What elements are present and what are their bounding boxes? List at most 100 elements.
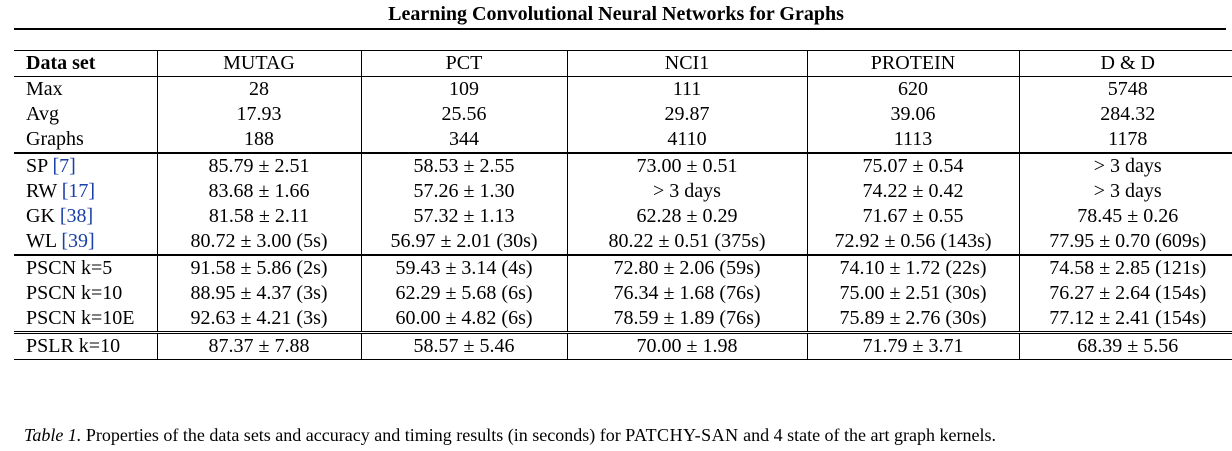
table-cell: 1178 [1018,127,1232,153]
table-cell: 92.63 ± 4.21 (3s) [156,306,361,333]
table-cell: 28 [156,76,361,102]
citation-link[interactable]: [17] [61,180,96,202]
table-cell: 83.68 ± 1.66 [156,179,361,204]
row-label: RW [17] [14,179,157,204]
citation-link[interactable]: [38] [59,205,94,227]
row-label-text: SP [26,155,48,177]
row-label-text: PSLR k=10 [26,335,121,357]
table-cell: 71.79 ± 3.71 [806,331,1019,360]
table-cell: 62.29 ± 5.68 (6s) [360,281,567,306]
table-cell: 620 [806,76,1019,102]
table-cell: 87.37 ± 7.88 [156,331,361,360]
table-cell: 344 [360,127,567,153]
table-row: Graphs 188 344 4110 1113 1178 [14,127,1232,153]
table-cell: 70.00 ± 1.98 [566,331,807,360]
table-cell: 85.79 ± 2.51 [156,152,361,179]
table-cell: 188 [156,127,361,153]
table-row: Avg 17.93 25.56 29.87 39.06 284.32 [14,102,1232,127]
column-header: MUTAG [156,50,361,77]
table-cell: > 3 days [566,179,807,204]
row-label: Max [14,76,157,102]
header-label: Data set [14,50,157,77]
table-row: WL [39] 80.72 ± 3.00 (5s) 56.97 ± 2.01 (30… [14,229,1232,255]
table-cell: > 3 days [1018,179,1232,204]
table-header-row: Data set MUTAG PCT NCI1 PROTEIN D & D [14,50,1232,77]
table-caption: Table 1. Properties of the data sets and… [24,424,1224,446]
table-cell: > 3 days [1018,152,1232,179]
table-cell: 284.32 [1018,102,1232,127]
table-cell: 60.00 ± 4.82 (6s) [360,306,567,333]
table-cell: 78.59 ± 1.89 (76s) [566,306,807,333]
table-cell: 78.45 ± 0.26 [1018,204,1232,229]
table-cell: 80.72 ± 3.00 (5s) [156,229,361,255]
table-cell: 74.58 ± 2.85 (121s) [1018,254,1232,281]
row-label: Avg [14,102,157,127]
table-cell: 111 [566,76,807,102]
column-header: PCT [360,50,567,77]
table-row: PSCN k=5 91.58 ± 5.86 (2s) 59.43 ± 3.14 (4… [14,254,1232,281]
table-cell: 75.89 ± 2.76 (30s) [806,306,1019,333]
row-label-text: Max [26,78,63,100]
table-row: SP [7] 85.79 ± 2.51 58.53 ± 2.55 73.00 ± 0.… [14,152,1232,179]
table-cell: 58.53 ± 2.55 [360,152,567,179]
table-cell: 75.00 ± 2.51 (30s) [806,281,1019,306]
row-label-text: PSCN k=10E [26,307,135,329]
table-cell: 74.10 ± 1.72 (22s) [806,254,1019,281]
results-table: Data set MUTAG PCT NCI1 PROTEIN D & D Ma… [14,50,1232,360]
table-cell: 68.39 ± 5.56 [1018,331,1232,360]
caption-text: Properties of the data sets and accuracy… [85,425,621,445]
table-row: PSCN k=10E 92.63 ± 4.21 (3s) 60.00 ± 4.82 … [14,306,1232,333]
table-cell: 72.92 ± 0.56 (143s) [806,229,1019,255]
citation-link[interactable]: [7] [52,155,76,177]
table-cell: 88.95 ± 4.37 (3s) [156,281,361,306]
table-cell: 4110 [566,127,807,153]
column-header: NCI1 [566,50,807,77]
caption-text-end: and 4 state of the art graph kernels. [743,425,996,445]
caption-label: Table 1. [24,425,82,445]
table-row: RW [17] 83.68 ± 1.66 57.26 ± 1.30 > 3 days 7… [14,179,1232,204]
row-label-text: RW [26,180,57,202]
table-cell: 73.00 ± 0.51 [566,152,807,179]
table-cell: 56.97 ± 2.01 (30s) [360,229,567,255]
table-body: Max 28 109 111 620 5748 Avg 17.93 25.56 29.87 39.0… [14,76,1232,360]
row-label-text: PSCN k=5 [26,257,113,279]
row-label: PSCN k=5 [14,254,157,281]
table-cell: 29.87 [566,102,807,127]
table-cell: 109 [360,76,567,102]
table-cell: 39.06 [806,102,1019,127]
row-label: WL [39] [14,229,157,255]
table-cell: 91.58 ± 5.86 (2s) [156,254,361,281]
row-label: PSCN k=10 [14,281,157,306]
row-label-text: WL [26,230,57,252]
row-label: Graphs [14,127,157,153]
table-cell: 57.26 ± 1.30 [360,179,567,204]
row-label-text: Graphs [26,128,84,150]
table-cell: 77.95 ± 0.70 (609s) [1018,229,1232,255]
citation-link[interactable]: [39] [61,230,95,252]
row-label-text: PSCN k=10 [26,282,123,304]
row-label: PSCN k=10E [14,306,157,333]
header-rule [14,28,1226,30]
table-cell: 77.12 ± 2.41 (154s) [1018,306,1232,333]
table-cell: 17.93 [156,102,361,127]
table-cell: 75.07 ± 0.54 [806,152,1019,179]
row-label: SP [7] [14,152,157,179]
table-cell: 58.57 ± 5.46 [360,331,567,360]
table-cell: 74.22 ± 0.42 [806,179,1019,204]
table-cell: 81.58 ± 2.11 [156,204,361,229]
table-cell: 1113 [806,127,1019,153]
table-row: PSLR k=10 87.37 ± 7.88 58.57 ± 5.46 70.00 ±… [14,331,1232,360]
table-row: PSCN k=10 88.95 ± 4.37 (3s) 62.29 ± 5.68 (… [14,281,1232,306]
table-row: GK [38] 81.58 ± 2.11 57.32 ± 1.13 62.28 ± 0… [14,204,1232,229]
table-cell: 71.67 ± 0.55 [806,204,1019,229]
row-label-text: Avg [26,103,59,125]
table-cell: 59.43 ± 3.14 (4s) [360,254,567,281]
table-cell: 80.22 ± 0.51 (375s) [566,229,807,255]
row-label-text: GK [26,205,55,227]
table-cell: 72.80 ± 2.06 (59s) [566,254,807,281]
column-header: D & D [1018,50,1232,77]
row-label: PSLR k=10 [14,331,157,360]
table-row: Max 28 109 111 620 5748 [14,76,1232,102]
caption-method: PATCHY-SAN [625,425,739,445]
table-cell: 76.27 ± 2.64 (154s) [1018,281,1232,306]
